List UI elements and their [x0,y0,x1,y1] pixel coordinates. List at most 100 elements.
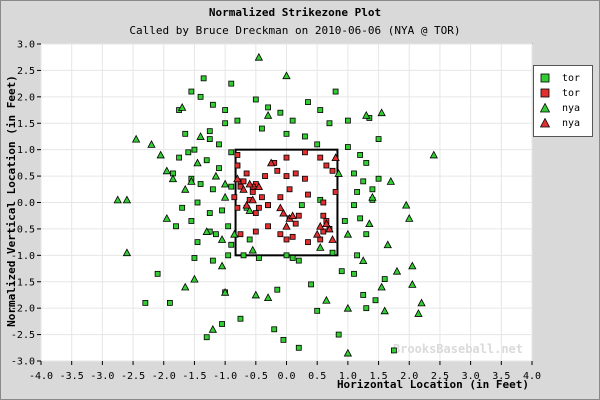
pitch-point-triangle [362,110,371,119]
pitch-point-square [320,199,327,206]
legend: tor tor nya nya [533,65,593,137]
pitch-point-triangle [168,174,178,183]
pitch-point-triangle [181,282,190,291]
pitch-point-triangle [131,134,141,143]
pitch-point-triangle [245,206,254,214]
pitch-point-square [191,146,198,153]
pitch-point-square [295,257,302,264]
y-tick-label: 2.5 [17,66,35,77]
pitch-point-square [329,249,336,256]
pitch-point-triangle [193,158,202,167]
pitch-point-triangle [196,132,205,140]
x-tick-label: 3.5 [492,371,510,382]
y-tick-label: 1.0 [17,145,35,156]
pitch-point-square [375,136,382,143]
pitch-point-triangle [343,303,353,312]
pitch-point-square [255,204,262,211]
pitch-point-square [381,276,388,283]
pitch-point-square [219,321,225,327]
pitch-point-square [314,141,321,148]
pitch-point-triangle [414,309,423,317]
pitch-point-square [262,173,268,179]
pitch-point-square [234,204,241,211]
pitch-point-square [197,93,204,100]
pitch-point-triangle [282,71,291,80]
x-axis-ticks: -4.0 -3.5 -3.0 -2.5 -2.0 -1.5 -1.0 -0.5 0.0 0.5 1.… [29,361,541,382]
pitch-point-square [295,212,302,219]
pitch-point-triangle [386,177,396,185]
pitch-point-triangle [408,280,417,288]
pitch-point-square [302,149,308,156]
pitch-point-square [363,305,370,312]
pitch-point-square [206,128,213,135]
pitch-point-triangle [113,195,122,204]
pitch-point-triangle [217,235,227,243]
pitch-point-square [305,239,311,246]
pitch-point-triangle [177,103,187,111]
legend-label: nya [562,102,581,114]
pitch-point-triangle [202,227,211,235]
pitch-point-square [206,210,213,216]
pitch-point-triangle [343,229,353,238]
pitch-point-square [283,154,290,161]
watermark: BrooksBaseball.net [393,342,523,356]
pitch-point-square [216,141,222,148]
pitch-point-square [332,88,339,95]
pitch-point-square [286,186,293,193]
pitch-point-square [213,231,219,238]
y-tick-label: -2.5 [11,330,35,341]
pitch-point-square [228,149,235,156]
pitch-point-square [249,189,256,195]
pitch-point-square [329,167,336,174]
pitch-point-square [283,130,290,137]
pitch-point-triangle [313,229,322,238]
legend-square-icon [540,88,550,98]
pitch-point-square [252,210,259,216]
pitch-point-triangle [187,177,196,185]
pitch-point-triangle [288,211,297,220]
pitch-point-square [277,194,284,201]
pitch-point-square [351,270,357,277]
pitch-point-square [280,336,287,343]
pitch-point-square [302,133,308,140]
pitch-point-square [240,252,247,259]
pitch-point-square [292,170,299,177]
y-axis-label: Normalized Vertical Location (in Feet) [5,75,18,327]
pitch-point-square [354,252,360,259]
pitch-point-triangle [248,195,257,204]
pitch-point-square [237,315,244,322]
pitch-point-square [203,157,210,164]
pitch-point-square [237,231,244,238]
pitch-point-square [363,231,370,238]
pitch-point-triangle [282,221,291,230]
pitch-point-square [246,236,253,243]
pitch-point-square [243,170,250,177]
legend-item: tor [540,86,580,100]
pitch-point-triangle [331,153,340,161]
pitch-point-square [225,223,232,230]
pitch-point-triangle [162,214,171,222]
pitch-point-triangle [230,229,239,238]
pitch-point-square [317,236,324,243]
pitch-point-square [298,202,305,209]
pitch-point-square [255,255,262,261]
pitch-point-triangle [405,214,414,222]
pitch-point-triangle [122,248,132,257]
pitch-point-triangle [359,256,368,265]
pitch-point-square [277,109,284,116]
pitch-point-square [173,223,179,230]
y-tick-label: -0.5 [11,224,35,235]
legend-item: nya [540,101,580,115]
legend-triangle-icon [540,103,550,113]
x-tick-label: 3.0 [462,371,480,382]
legend-label: tor [562,87,581,99]
pitch-point-square [344,144,351,150]
pitch-point-triangle [276,203,285,212]
pitch-point-square [344,117,351,124]
pitch-point-square [228,80,235,87]
y-tick-label: -1.0 [11,251,35,262]
pitch-point-square [188,218,195,224]
pitch-point-square [209,101,216,108]
pitch-point-triangle [368,192,377,201]
pitch-point-triangle [251,290,260,299]
